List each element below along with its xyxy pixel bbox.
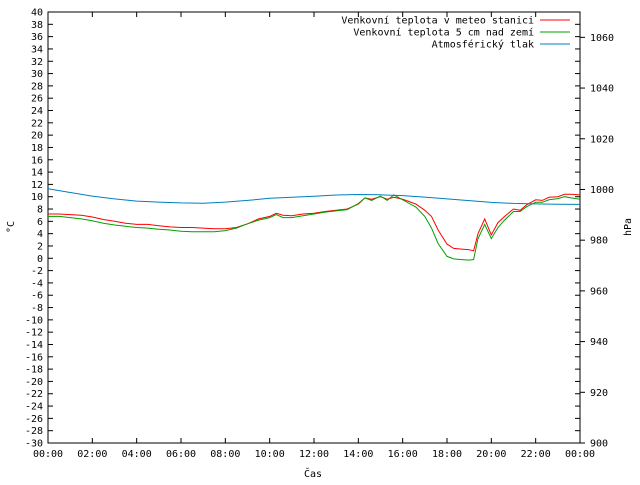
y-left-tick-label: -14 bbox=[25, 340, 43, 351]
x-tick-label: 02:00 bbox=[77, 449, 107, 460]
y-right-tick-label: 940 bbox=[590, 337, 608, 348]
y-right-tick-label: 1040 bbox=[590, 84, 614, 95]
x-tick-label: 22:00 bbox=[521, 449, 551, 460]
y-right-tick-label: 900 bbox=[590, 439, 608, 450]
y-left-tick-label: 2 bbox=[37, 241, 43, 252]
y-left-tick-label: 28 bbox=[31, 81, 43, 92]
y-left-tick-label: 14 bbox=[31, 168, 43, 179]
legend-label: Atmosférický tlak bbox=[432, 39, 534, 51]
y-left-tick-label: 22 bbox=[31, 118, 43, 129]
x-tick-label: 06:00 bbox=[166, 449, 196, 460]
y-left-tick-label: -26 bbox=[25, 414, 43, 425]
y-right-tick-label: 960 bbox=[590, 286, 608, 297]
y-left-tick-label: -18 bbox=[25, 365, 43, 376]
legend-label: Venkovní teplota 5 cm nad zemí bbox=[353, 27, 534, 39]
y-left-tick-label: 8 bbox=[37, 205, 43, 216]
x-tick-label: 14:00 bbox=[343, 449, 373, 460]
legend: Venkovní teplota v meteo staniciVenkovní… bbox=[341, 15, 570, 51]
y-left-tick-label: 38 bbox=[31, 20, 43, 31]
y-left-tick-label: 40 bbox=[31, 8, 43, 19]
y-left-tick-label: 26 bbox=[31, 94, 43, 105]
x-axis-label: Čas bbox=[304, 467, 322, 480]
legend-label: Venkovní teplota v meteo stanici bbox=[341, 15, 534, 27]
y-left-tick-label: -30 bbox=[25, 439, 43, 450]
y-left-tick-label: -28 bbox=[25, 426, 43, 437]
y-left-tick-label: 16 bbox=[31, 155, 43, 166]
y-left-tick-label: -6 bbox=[31, 291, 43, 302]
y-left-tick-label: -12 bbox=[25, 328, 43, 339]
y-left-tick-label: -10 bbox=[25, 315, 43, 326]
x-tick-label: 16:00 bbox=[388, 449, 418, 460]
y-right-tick-label: 1020 bbox=[590, 134, 614, 145]
y-left-tick-label: 20 bbox=[31, 131, 43, 142]
y-left-tick-label: 4 bbox=[37, 229, 43, 240]
y-right-tick-label: 1060 bbox=[590, 33, 614, 44]
y-axis-right-label: hPa bbox=[623, 218, 634, 236]
x-tick-label: 04:00 bbox=[122, 449, 152, 460]
series-lines bbox=[47, 188, 581, 261]
y-left-tick-label: 0 bbox=[37, 254, 43, 265]
y-left-tick-label: -4 bbox=[31, 278, 43, 289]
y-left-tick-label: 36 bbox=[31, 32, 43, 43]
y-left-tick-label: -16 bbox=[25, 352, 43, 363]
y-axis-left-label: °C bbox=[6, 221, 17, 233]
y-left-tick-label: -20 bbox=[25, 377, 43, 388]
x-tick-label: 10:00 bbox=[255, 449, 285, 460]
x-tick-label: 00:00 bbox=[565, 449, 595, 460]
y-left-tick-label: 12 bbox=[31, 180, 43, 191]
x-tick-label: 08:00 bbox=[210, 449, 240, 460]
y-left-tick-label: -8 bbox=[31, 303, 43, 314]
series-line bbox=[47, 188, 581, 205]
series-line bbox=[48, 194, 581, 261]
y-left-tick-label: -22 bbox=[25, 389, 43, 400]
y-left-tick-label: 32 bbox=[31, 57, 43, 68]
axes: 4038363432302826242220181614121086420-2-… bbox=[25, 8, 614, 461]
y-left-tick-label: -2 bbox=[31, 266, 43, 277]
y-right-tick-label: 920 bbox=[590, 388, 608, 399]
y-left-tick-label: 10 bbox=[31, 192, 43, 203]
y-left-tick-label: 30 bbox=[31, 69, 43, 80]
y-left-tick-label: 18 bbox=[31, 143, 43, 154]
y-right-tick-label: 1000 bbox=[590, 185, 614, 196]
x-tick-label: 20:00 bbox=[476, 449, 506, 460]
y-left-tick-label: 24 bbox=[31, 106, 43, 117]
y-left-tick-label: -24 bbox=[25, 402, 43, 413]
x-tick-label: 18:00 bbox=[432, 449, 462, 460]
plot-frame bbox=[47, 11, 581, 444]
x-tick-label: 12:00 bbox=[299, 449, 329, 460]
y-left-tick-label: 34 bbox=[31, 44, 43, 55]
x-tick-label: 00:00 bbox=[33, 449, 63, 460]
y-right-tick-label: 980 bbox=[590, 236, 608, 247]
y-left-tick-label: 6 bbox=[37, 217, 43, 228]
